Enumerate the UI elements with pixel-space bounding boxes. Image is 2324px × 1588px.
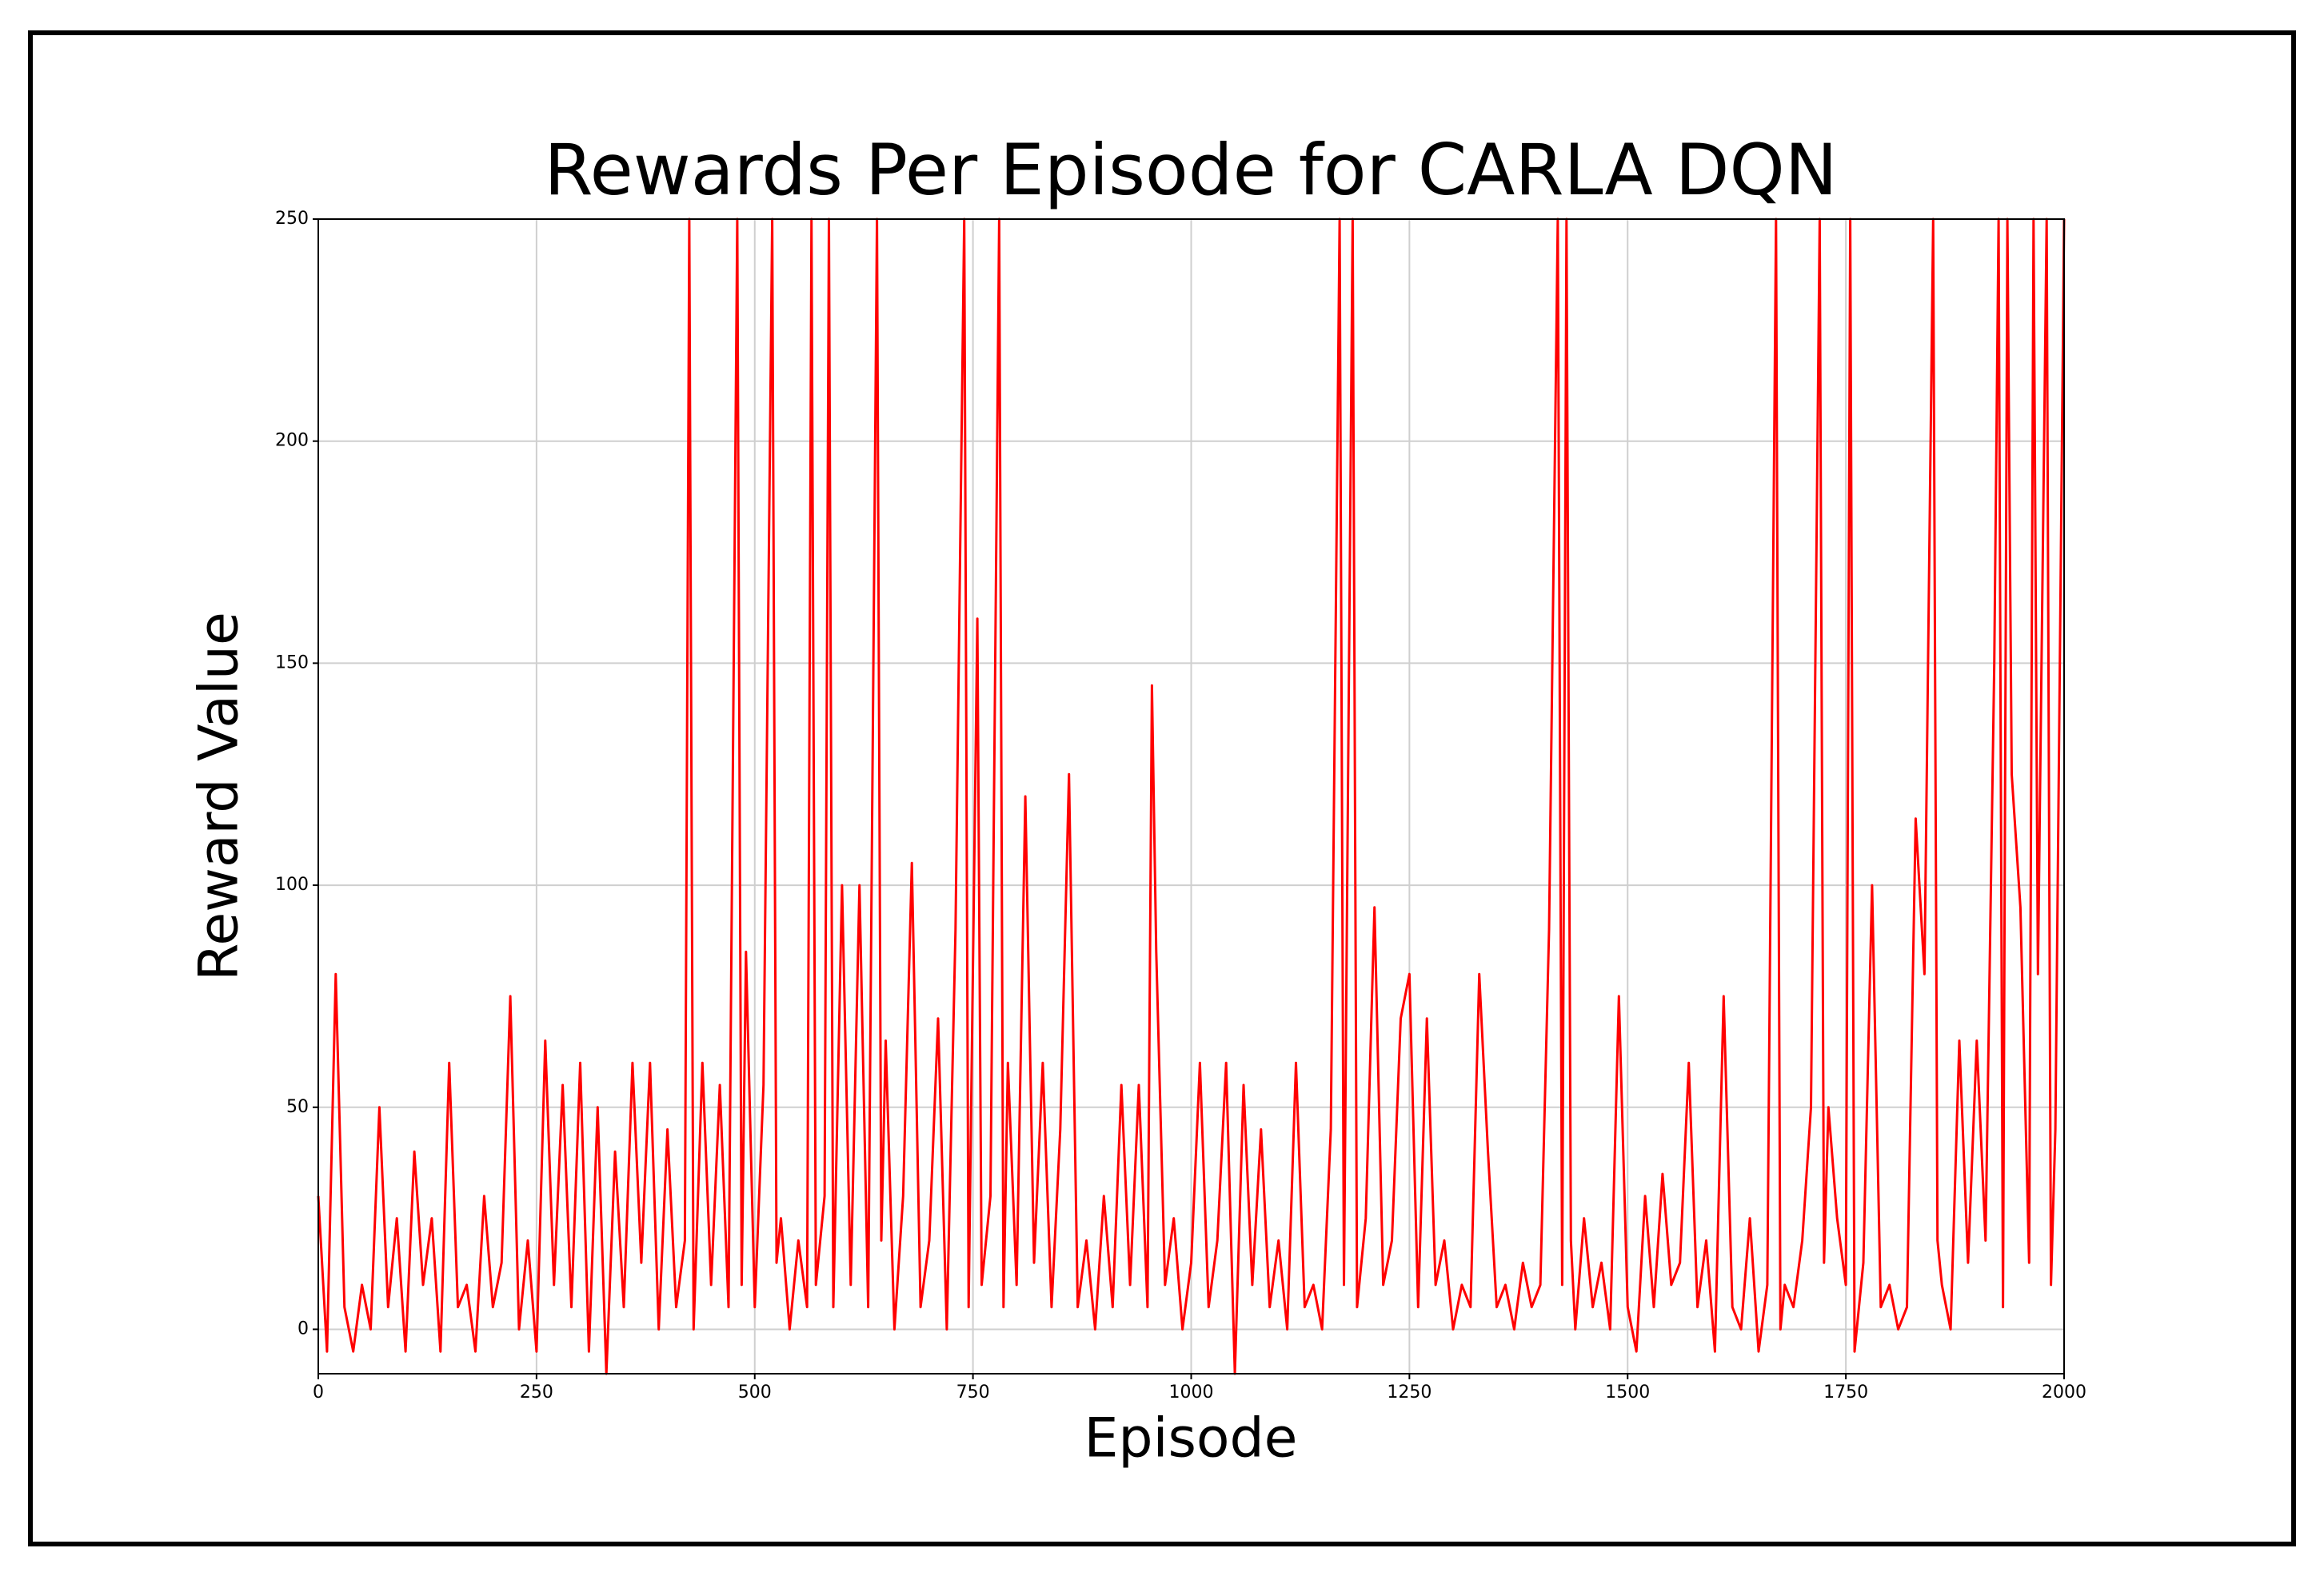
y-tick-label: 150 bbox=[275, 652, 309, 672]
x-tick-label: 0 bbox=[313, 1383, 324, 1402]
x-tick-label: 500 bbox=[738, 1383, 772, 1402]
x-axis-label: Episode bbox=[1084, 1407, 1297, 1470]
x-tick-label: 250 bbox=[520, 1383, 553, 1402]
x-tick-label: 1500 bbox=[1605, 1383, 1650, 1402]
x-tick-label: 1250 bbox=[1387, 1383, 1432, 1402]
y-tick-label: 250 bbox=[275, 209, 309, 229]
x-tick-label: 2000 bbox=[2042, 1383, 2086, 1402]
y-tick-label: 0 bbox=[297, 1319, 309, 1339]
plot-border bbox=[317, 218, 2065, 1375]
y-tick-label: 50 bbox=[286, 1097, 309, 1117]
y-tick-label: 100 bbox=[275, 875, 309, 895]
series-line bbox=[317, 217, 2066, 1375]
x-tick-label: 750 bbox=[956, 1383, 990, 1402]
frame bbox=[28, 30, 2296, 1546]
y-tick-label: 200 bbox=[275, 431, 309, 451]
y-axis-label: Reward Value bbox=[188, 612, 251, 981]
chart-title: Rewards Per Episode for CARLA DQN bbox=[544, 129, 1837, 211]
x-tick-label: 1000 bbox=[1169, 1383, 1214, 1402]
x-tick-label: 1750 bbox=[1823, 1383, 1868, 1402]
